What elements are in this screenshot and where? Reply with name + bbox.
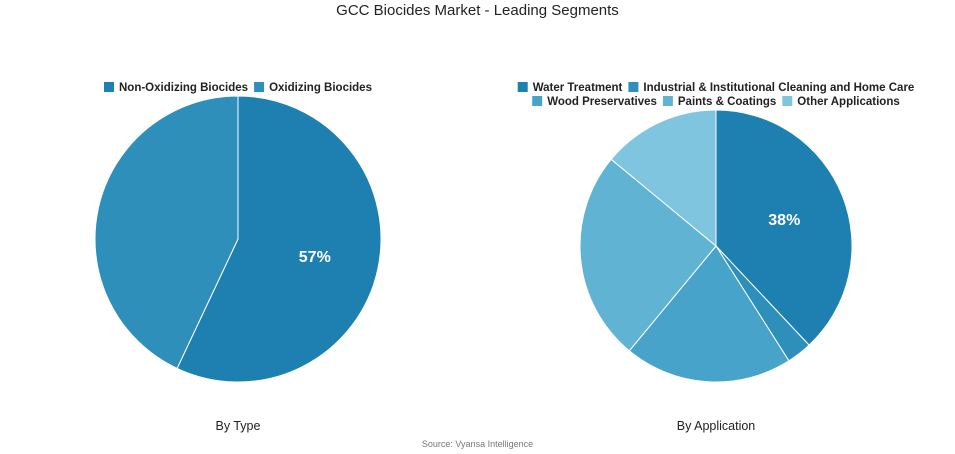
- pie-slice-non-oxidizing-biocides: [176, 95, 382, 383]
- legend-label: Water Treatment: [533, 82, 623, 94]
- pie-slice-wood-preservatives: [628, 245, 790, 383]
- legend-item-water-treatment: Water Treatment: [517, 82, 623, 94]
- pie-slice-other-applications: [610, 109, 717, 248]
- chart-caption: By Application: [677, 419, 756, 433]
- chart-caption: By Type: [216, 419, 261, 433]
- pie-slice-paints-and-coatings: [579, 158, 717, 352]
- legend-item-industrial-and-institutional-cleaning-and-home-care: Industrial & Institutional Cleaning and …: [628, 82, 914, 94]
- legend-item-other-applications: Other Applications: [782, 96, 900, 108]
- legend-item-paints-and-coatings: Paints & Coatings: [662, 96, 776, 108]
- legend-swatch: [628, 82, 639, 92]
- data-label-non-oxidizing-biocides: 57%: [299, 249, 331, 266]
- legend-item-non-oxidizing-biocides: Non-Oxidizing Biocides: [104, 82, 248, 94]
- legend-swatch: [104, 82, 114, 92]
- source-note: Source: Vyansa Intelligence: [421, 439, 534, 449]
- legend-label: Non-Oxidizing Biocides: [119, 82, 248, 94]
- chart-title: GCC Biocides Market - Leading Segments: [336, 2, 619, 19]
- legend-label: Other Applications: [797, 96, 899, 108]
- legend-item-oxidizing-biocides: Oxidizing Biocides: [254, 82, 372, 94]
- legend-swatch: [782, 96, 793, 106]
- legend-swatch: [662, 96, 673, 106]
- legend-swatch: [517, 82, 528, 92]
- legend-swatch: [254, 82, 265, 92]
- legend-label: Oxidizing Biocides: [269, 82, 372, 94]
- pie-chart-by-application: 38% Water Treatment Industrial & Instituti…: [517, 82, 914, 433]
- pie-chart-by-type: 57% Non-Oxidizing Biocides Oxidizing Bioci…: [94, 82, 382, 433]
- legend-label: Wood Preservatives: [547, 96, 657, 108]
- legend-item-wood-preservatives: Wood Preservatives: [532, 96, 657, 108]
- legend-swatch: [532, 96, 543, 106]
- pie-slice-oxidizing-biocides: [94, 95, 239, 370]
- legend-label: Paints & Coatings: [678, 96, 776, 108]
- data-label-water-treatment: 38%: [768, 212, 800, 229]
- legend-label: Industrial & Institutional Cleaning and …: [643, 82, 914, 94]
- pie-slice-water-treatment: [715, 109, 853, 346]
